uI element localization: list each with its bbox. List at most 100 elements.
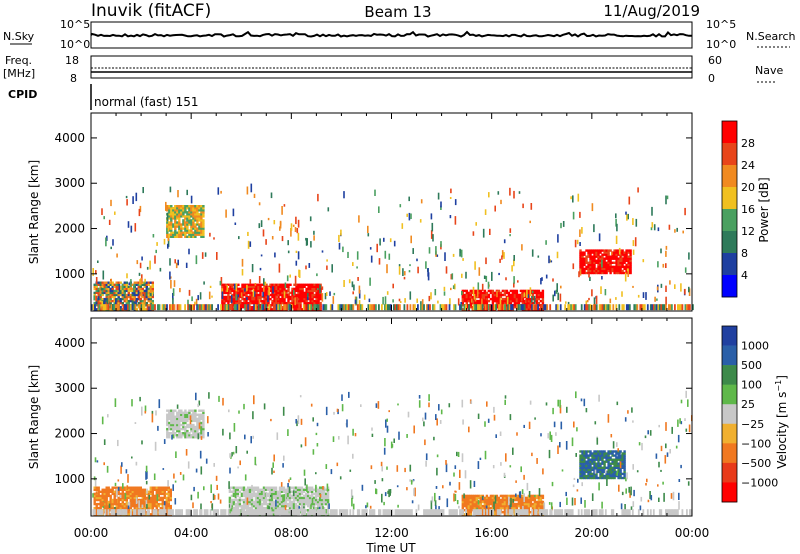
- scatter-cell: [409, 479, 411, 482]
- scatter-cell: [603, 468, 606, 472]
- scatter-cell: [178, 427, 181, 431]
- scatter-cell: [461, 494, 464, 498]
- scatter-cell: [113, 283, 116, 286]
- scatter-cell: [97, 486, 100, 489]
- scatter-cell: [601, 257, 604, 260]
- scatter-cell: [416, 298, 418, 303]
- scatter-cell: [627, 304, 630, 311]
- scatter-cell: [192, 417, 195, 421]
- scatter-cell: [309, 293, 312, 297]
- scatter-cell: [186, 189, 188, 196]
- scatter-cell: [194, 223, 197, 226]
- scatter-cell: [385, 419, 387, 428]
- scatter-cell: [315, 472, 317, 475]
- scatter-cell: [461, 289, 464, 293]
- scatter-cell: [111, 281, 114, 284]
- scatter-cell: [238, 236, 240, 240]
- scatter-cell: [537, 506, 541, 510]
- scatter-cell: [260, 488, 264, 491]
- scatter-cell: [618, 304, 621, 311]
- scatter-cell: [333, 411, 335, 415]
- scatter-cell: [586, 304, 589, 311]
- scatter-cell: [170, 423, 173, 427]
- scatter-cell: [621, 456, 624, 459]
- scatter-cell: [539, 291, 543, 295]
- scatter-cell: [541, 277, 543, 281]
- scatter-cell: [196, 427, 199, 431]
- scatter-cell: [99, 500, 102, 504]
- scatter-cell: [180, 434, 183, 437]
- scatter-cell: [633, 304, 636, 311]
- scatter-cell: [192, 427, 195, 431]
- scatter-cell: [233, 295, 236, 299]
- scatter-cell: [194, 415, 197, 418]
- scatter-cell: [298, 488, 302, 491]
- scatter-cell: [384, 492, 387, 497]
- scatter-cell: [180, 427, 183, 431]
- scatter-cell: [615, 235, 618, 244]
- scatter-cell: [155, 500, 158, 504]
- scatter-cell: [115, 301, 118, 305]
- scatter-cell: [139, 304, 141, 311]
- scatter-cell: [287, 250, 290, 254]
- scatter-cell: [291, 289, 294, 293]
- scatter-cell: [613, 466, 616, 469]
- scatter-cell: [109, 500, 112, 504]
- scatter-cell: [579, 472, 582, 476]
- scatter-cell: [274, 304, 277, 311]
- scatter-cell: [511, 297, 515, 301]
- scatter-cell: [326, 498, 330, 502]
- scatter-cell: [230, 504, 234, 508]
- scatter-cell: [130, 304, 132, 311]
- scatter-cell: [178, 417, 181, 421]
- scatter-cell: [277, 304, 280, 311]
- scatter-cell: [258, 506, 262, 510]
- scatter-cell: [165, 500, 168, 504]
- scatter-cell: [579, 257, 582, 260]
- scatter-cell: [178, 215, 181, 218]
- scatter-cell: [180, 417, 183, 421]
- scatter-cell: [613, 253, 616, 256]
- scatter-cell: [193, 486, 195, 492]
- scatter-cell: [174, 427, 177, 431]
- scatter-cell: [623, 259, 626, 262]
- scatter-cell: [412, 479, 415, 482]
- scatter-cell: [276, 492, 280, 496]
- scatter-cell: [485, 257, 487, 265]
- scatter-cell: [93, 498, 96, 502]
- scatter-cell: [315, 289, 318, 293]
- scatter-cell: [127, 496, 130, 500]
- scatter-cell: [145, 285, 148, 288]
- scatter-cell: [461, 301, 464, 305]
- scatter-cell: [617, 261, 620, 264]
- scatter-cell: [139, 289, 142, 293]
- scatter-cell: [97, 506, 100, 510]
- scatter-cell: [509, 506, 513, 510]
- scatter-cell: [257, 299, 260, 303]
- scatter-cell: [611, 452, 614, 455]
- scatter-cell: [453, 472, 455, 477]
- scatter-cell: [247, 291, 250, 295]
- scatter-cell: [591, 261, 594, 264]
- scatter-cell: [463, 498, 466, 502]
- scatter-cell: [527, 291, 531, 295]
- scatter-cell: [452, 253, 455, 257]
- scatter-cell: [302, 490, 306, 493]
- scatter-cell: [264, 486, 268, 489]
- scatter-cell: [445, 304, 448, 311]
- scatter-cell: [353, 284, 355, 291]
- scatter-cell: [302, 500, 306, 504]
- scatter-cell: [428, 295, 431, 302]
- scatter-cell: [252, 486, 256, 489]
- scatter-cell: [253, 304, 256, 311]
- scatter-cell: [309, 216, 312, 222]
- scatter-cell: [123, 287, 126, 291]
- scatter-cell: [538, 488, 541, 497]
- scatter-cell: [313, 283, 316, 286]
- scatter-cell: [268, 498, 272, 502]
- scatter-cell: [248, 486, 252, 489]
- scatter-cell: [296, 500, 300, 504]
- scatter-cell: [305, 306, 308, 309]
- scatter-cell: [104, 304, 107, 311]
- scatter-cell: [273, 301, 276, 305]
